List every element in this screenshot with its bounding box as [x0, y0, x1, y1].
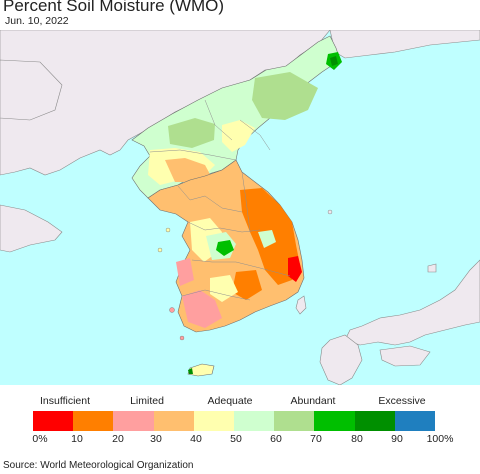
legend-tick: 80 [351, 433, 363, 445]
province-boundaries [149, 99, 291, 301]
legend-tick: 30 [150, 433, 162, 445]
legend-swatch [193, 411, 235, 431]
nk-very-excessive [330, 56, 338, 66]
sk-dry-southwest [182, 290, 222, 328]
legend-swatch [153, 411, 194, 431]
legend-swatch [394, 411, 436, 431]
nk-adequate-east [222, 120, 255, 152]
south-island [169, 307, 175, 313]
legend-swatch [113, 411, 154, 431]
map-date: Jun. 10, 2022 [5, 15, 69, 27]
legend-tick: 40 [190, 433, 202, 445]
soil-moisture-map [0, 30, 480, 385]
legend-tick: 10 [71, 433, 83, 445]
liaodong-land [0, 59, 63, 121]
legend-tick: 60 [270, 433, 282, 445]
legend-tick: 70 [310, 433, 322, 445]
legend-swatch [33, 411, 74, 431]
west-island [157, 247, 163, 253]
legend-tick: 100% [426, 433, 454, 445]
legend-swatch [73, 411, 114, 431]
legend-tick: 0% [32, 433, 48, 445]
sk-moist-east [258, 230, 276, 248]
legend-swatch [354, 411, 395, 431]
japan-kyushu [319, 334, 363, 385]
ulleung-island [327, 209, 333, 215]
tsushima-island [295, 295, 307, 315]
sk-dry-west [176, 258, 194, 286]
west-island [165, 227, 171, 233]
map-title: Percent Soil Moisture (WMO) [3, 0, 225, 15]
sk-excessive-spot [216, 240, 234, 256]
legend-tick: 50 [230, 433, 242, 445]
legend-category-insufficient: Insufficient [39, 395, 91, 407]
shandong-land [0, 204, 63, 253]
legend-tick: 20 [112, 433, 124, 445]
jeju-island [187, 363, 215, 377]
legend-category-adequate: Adequate [207, 395, 253, 407]
legend-category-excessive: Excessive [378, 395, 426, 407]
japan-shikoku [379, 345, 431, 367]
source-credit: Source: World Meteorological Organizatio… [3, 460, 194, 471]
legend-swatch [274, 411, 315, 431]
sk-adequate-south [210, 275, 238, 302]
nk-abundant-central [168, 118, 215, 148]
legend-categories: Insufficient Limited Adequate Abundant E… [0, 395, 480, 409]
nk-abundant-northeast [252, 72, 318, 120]
legend-tick: 90 [391, 433, 403, 445]
nk-moderate-south [165, 158, 212, 182]
sk-insufficient-coast [288, 256, 302, 282]
legend-ticks: 0% 10 20 30 40 50 60 70 80 90 100% [0, 433, 480, 447]
jeju-excessive-spot [188, 368, 193, 374]
sk-limited-southeast [232, 270, 262, 300]
legend-color-bar [33, 411, 436, 431]
oki-island [427, 263, 437, 273]
legend-swatch [234, 411, 275, 431]
legend-category-abundant: Abundant [290, 395, 336, 407]
legend-category-limited: Limited [130, 395, 164, 407]
legend-swatch [314, 411, 355, 431]
south-island [179, 335, 185, 341]
